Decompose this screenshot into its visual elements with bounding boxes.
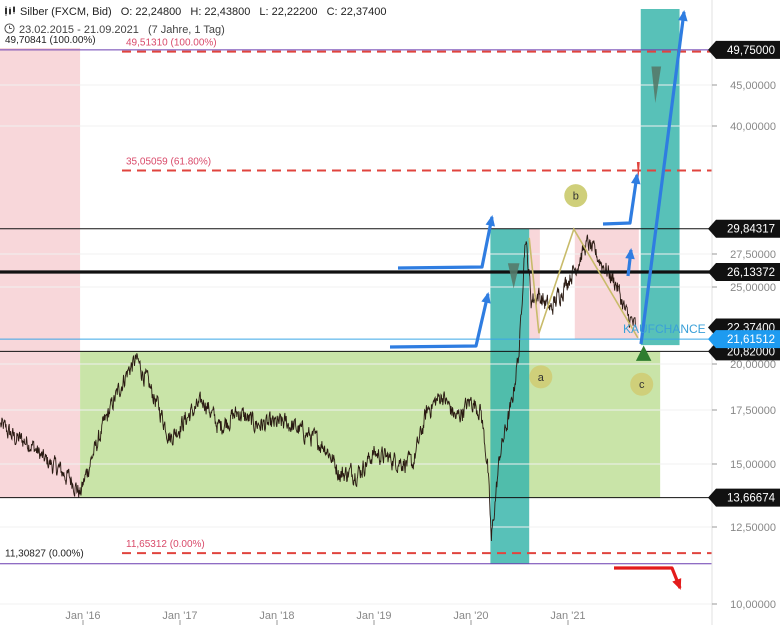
price-series-line (0, 234, 637, 542)
tag-21-61-bg (708, 330, 780, 349)
green-zone (80, 351, 661, 498)
blue-arrow-lower-head (481, 292, 491, 304)
pattern-a-marker (529, 365, 553, 389)
header-row-1: Silber (FXCM, Bid) O: 22,24800 H: 22,438… (4, 6, 393, 18)
blue-arrow-lower (389, 293, 490, 349)
red-arrow-down (614, 566, 682, 589)
fib-level-label: 11,65312 (0.00%) (126, 539, 205, 550)
ohlc-open: O: 22,24800 (120, 6, 182, 18)
pattern-c-label: c (639, 379, 645, 391)
x-axis-tick-label: Jan '21 (550, 610, 585, 622)
x-axis-tick-label: Jan '17 (162, 610, 197, 622)
ohlc-close: C: 22,37400 (326, 6, 387, 18)
y-axis-tick-label: 27,50000 (730, 249, 776, 261)
kaufchance-watermark: KAUFCHANCE (623, 322, 706, 336)
top-left-level-label: 49,70841 (100.00%) (5, 35, 96, 46)
tag-20-82-text: 20,82000 (727, 346, 775, 358)
tag-26-13-text: 26,13372 (727, 267, 775, 279)
x-axis-tick-label: Jan '19 (356, 610, 391, 622)
fib-level-label: 35,05059 (61.80%) (126, 157, 211, 168)
pattern-b-label: b (573, 191, 579, 203)
up-triangle-marker (635, 345, 652, 361)
blue-arrow-target (639, 11, 686, 345)
tag-13-66-bg (708, 488, 780, 507)
x-axis-tick-label: Jan '18 (259, 610, 294, 622)
ohlc-high: H: 22,43800 (190, 6, 251, 18)
y-axis-tick-label: 20,00000 (730, 359, 776, 371)
y-axis-tick-label: 10,00000 (730, 599, 776, 611)
tag-29-84-bg (708, 219, 780, 238)
blue-arrow-upper (397, 216, 494, 270)
y-axis-tick-label: 12,50000 (730, 522, 776, 534)
red-arrow-down-head (672, 578, 682, 590)
date-range: 23.02.2015 - 21.09.2021 (19, 24, 139, 36)
blue-arrow-right-head (630, 173, 641, 185)
tag-13-66-text: 13,66674 (727, 493, 776, 505)
fib-level-label: 49,51310 (100.00%) (126, 38, 217, 49)
down-triangle-marker (507, 263, 520, 289)
y-axis-tick-label: 15,00000 (730, 459, 776, 471)
y-axis-tick-label: 25,00000 (730, 282, 776, 294)
bottom-level-label: 11,30827 (0.00%) (5, 549, 84, 560)
blue-arrow-target-head (678, 10, 688, 22)
abc-pattern-line (528, 227, 639, 339)
tag-29-84-text: 29,84317 (727, 224, 775, 236)
ohlc-low: L: 22,22200 (259, 6, 318, 18)
blue-arrow-upper-head (485, 215, 495, 227)
blue-arrow-right (602, 174, 639, 226)
y-axis-panel (712, 0, 780, 625)
y-axis-tick-label: 17,50000 (730, 405, 776, 417)
symbol-name: Silber (FXCM, Bid) (20, 6, 112, 18)
tag-21-61-text: 21,61512 (727, 334, 775, 346)
pattern-a-label: a (538, 372, 545, 384)
tag-26-13-bg (708, 263, 780, 282)
pattern-b-marker (564, 184, 588, 208)
y-axis-tick-label: 40,00000 (730, 121, 776, 133)
x-axis-tick-label: Jan '16 (65, 610, 100, 622)
down-triangle-marker-top (651, 66, 662, 104)
pattern-c-marker (630, 372, 654, 396)
tag-49-75-bg (708, 40, 780, 59)
period-label: (7 Jahre, 1 Tag) (147, 24, 225, 36)
tag-49-75-text: 49,75000 (727, 45, 775, 57)
red-triangle-marker (636, 162, 640, 182)
header-row-2: 23.02.2015 - 21.09.2021 (7 Jahre, 1 Tag) (4, 23, 231, 36)
blue-arrow-small-head (625, 248, 635, 260)
y-axis-tick-label: 45,00000 (730, 80, 776, 92)
x-axis-tick-label: Jan '20 (453, 610, 488, 622)
candlestick-icon (5, 6, 15, 16)
clock-icon (4, 23, 15, 34)
